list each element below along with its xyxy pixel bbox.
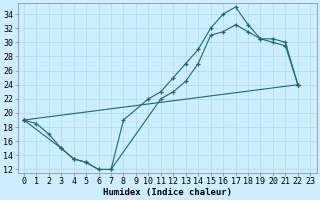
X-axis label: Humidex (Indice chaleur): Humidex (Indice chaleur) bbox=[103, 188, 232, 197]
